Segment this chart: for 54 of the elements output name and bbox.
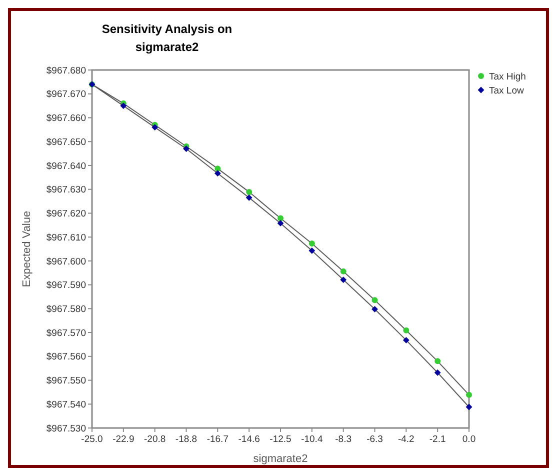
x-tick-label: -18.8 — [175, 434, 198, 445]
legend-label: Tax High — [489, 71, 526, 82]
point — [340, 276, 347, 283]
y-tick-label: $967.600 — [46, 256, 86, 268]
point — [246, 194, 252, 201]
y-axis-title: Expected Value — [21, 210, 33, 288]
point — [402, 336, 410, 344]
x-tick-label: -20.8 — [144, 434, 166, 445]
point — [308, 240, 315, 247]
point — [214, 170, 221, 177]
point — [372, 297, 378, 304]
x-tick-label: -8.3 — [335, 434, 352, 445]
x-tick-label: -2.1 — [429, 434, 446, 445]
point — [246, 188, 252, 195]
x-tick-label: -22.9 — [112, 434, 134, 445]
y-tick-label: $967.610 — [46, 232, 86, 244]
point — [372, 306, 378, 312]
legend-label: Tax Low — [489, 85, 524, 96]
point — [214, 166, 221, 172]
y-tick-label: $967.660 — [46, 113, 86, 124]
point — [434, 369, 441, 376]
x-tick-label: -14.6 — [238, 434, 260, 445]
y-tick-label: $967.570 — [46, 328, 86, 339]
x-tick-label: -6.3 — [366, 434, 383, 445]
y-tick-label: $967.560 — [46, 352, 86, 363]
y-tick-label: $967.680 — [46, 65, 86, 76]
y-tick-label: $967.540 — [46, 399, 86, 410]
x-tick-label: -10.4 — [301, 434, 323, 445]
point — [152, 124, 158, 130]
y-tick-label: $967.630 — [46, 184, 86, 196]
point — [308, 247, 316, 254]
y-tick-label: $967.590 — [46, 280, 86, 292]
point — [403, 327, 410, 334]
point — [183, 146, 190, 152]
y-tick-label: $967.550 — [46, 376, 86, 387]
x-tick-label: -16.7 — [206, 434, 228, 445]
chart-title: Sensitivity Analysis on sigmarate2 — [100, 21, 234, 56]
x-axis-title: sigmarate2 — [253, 453, 308, 465]
point — [340, 268, 346, 274]
y-tick-label: $967.640 — [46, 160, 86, 172]
x-tick-label: -12.5 — [270, 434, 292, 445]
y-tick-label: $967.650 — [46, 136, 86, 148]
y-tick-label: $967.580 — [46, 304, 86, 315]
point — [466, 392, 472, 398]
x-tick-label: 0.0 — [462, 434, 476, 445]
point — [278, 215, 284, 222]
point — [466, 404, 472, 410]
y-tick-label: $967.620 — [46, 208, 86, 220]
x-tick-label: -4.2 — [398, 434, 414, 445]
y-tick-label: $967.670 — [46, 89, 86, 100]
y-tick-label: $967.530 — [46, 423, 86, 434]
point — [120, 102, 127, 109]
x-tick-label: -25.0 — [81, 434, 103, 445]
point — [434, 358, 441, 364]
